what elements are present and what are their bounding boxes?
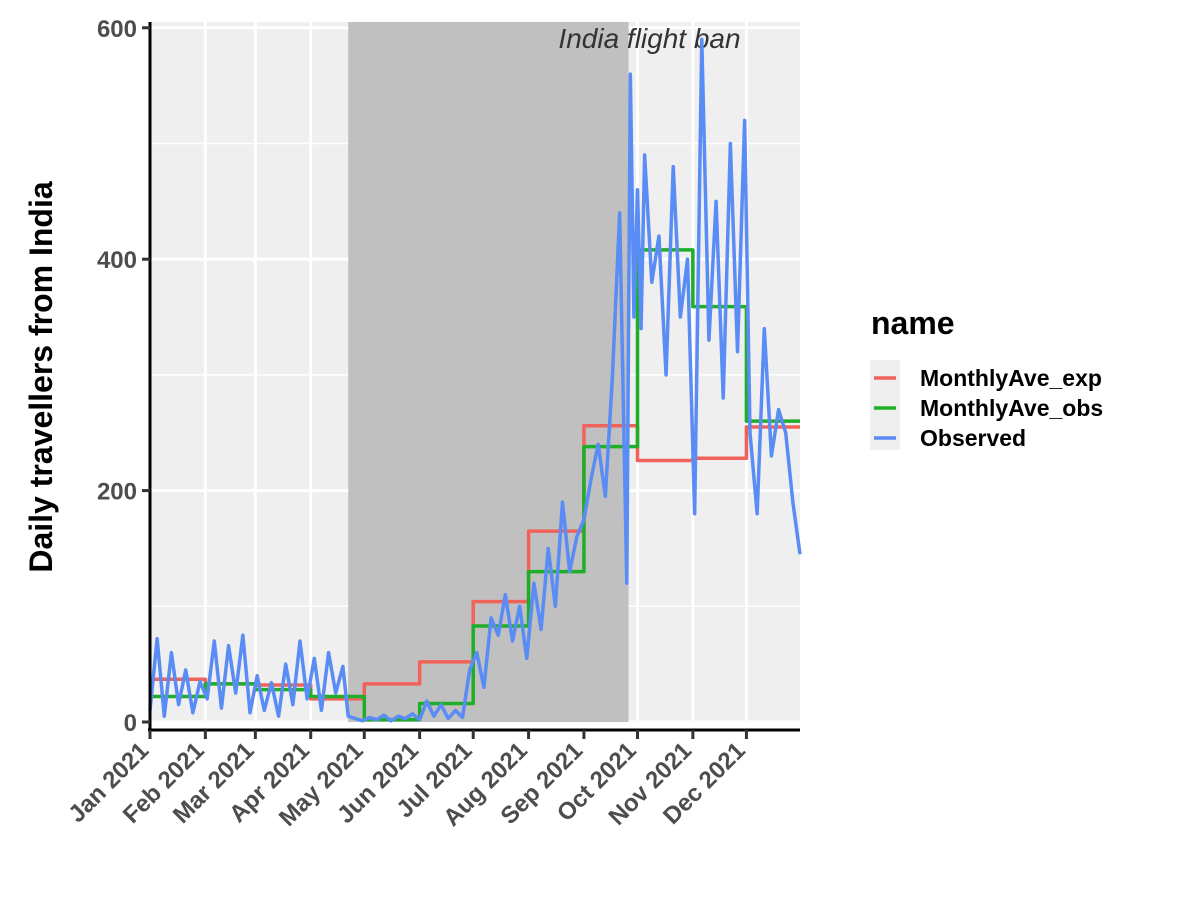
flight-ban-annotation: India flight ban [558, 23, 740, 54]
y-tick-label: 0 [124, 710, 137, 737]
y-tick-label: 600 [97, 16, 137, 43]
legend-key-background [870, 360, 900, 450]
legend-label: MonthlyAve_obs [920, 395, 1103, 421]
series-layer [148, 37, 802, 723]
y-tick-label: 200 [97, 479, 137, 506]
y-axis-label: Daily travellers from India [23, 181, 59, 572]
legend: MonthlyAve_exp MonthlyAve_obs Observed [874, 365, 1103, 451]
series-line-observed [148, 37, 802, 723]
flight-ban-shaded-region [348, 22, 629, 722]
legend-title: name [871, 305, 955, 341]
y-tick-label: 400 [97, 247, 137, 274]
legend-label: MonthlyAve_exp [920, 365, 1102, 391]
y-axis-ticks: 0 200 400 600 [97, 16, 150, 737]
legend-label: Observed [920, 425, 1026, 451]
